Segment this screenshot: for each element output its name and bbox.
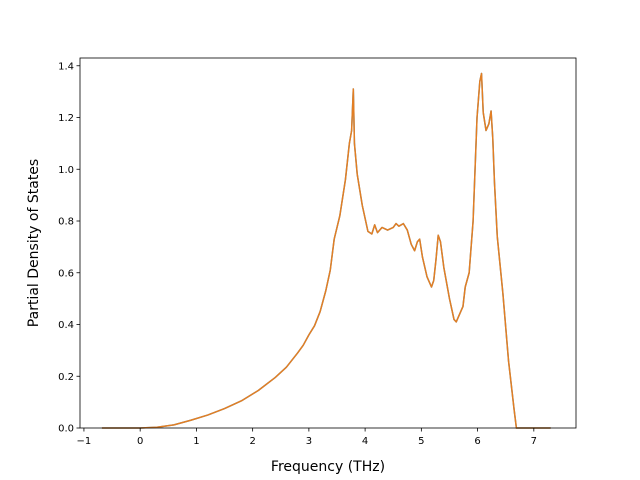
y-axis-label: Partial Density of States — [26, 159, 42, 327]
y-tick-label: 1.4 — [58, 61, 74, 72]
x-axis-label: Frequency (THz) — [271, 459, 385, 475]
plot-frame — [79, 57, 577, 429]
x-axis: −1 0 1 2 3 4 5 6 7 — [77, 428, 537, 447]
y-tick-label: 0.0 — [58, 424, 74, 435]
y-tick-label: 1.0 — [58, 165, 74, 176]
x-tick-label: −1 — [77, 436, 92, 447]
x-tick-label: 1 — [193, 436, 199, 447]
x-tick-label: 3 — [306, 436, 312, 447]
x-tick-label: 2 — [249, 436, 255, 447]
series-line-1 — [101, 72, 551, 429]
y-tick-label: 1.2 — [58, 113, 74, 124]
series-layer — [101, 72, 551, 429]
x-tick-label: 4 — [362, 436, 368, 447]
x-tick-label: 5 — [418, 436, 424, 447]
x-tick-label: 7 — [531, 436, 537, 447]
x-tick-label: 6 — [474, 436, 480, 447]
y-tick-label: 0.4 — [58, 320, 74, 331]
y-axis: 0.0 0.2 0.4 0.6 0.8 1.0 1.2 1.4 — [58, 61, 80, 435]
x-tick-label: 0 — [137, 436, 143, 447]
y-tick-label: 0.6 — [58, 268, 74, 279]
y-tick-label: 0.8 — [58, 217, 74, 228]
series-line-2 — [101, 72, 551, 429]
y-tick-label: 0.2 — [58, 372, 74, 383]
